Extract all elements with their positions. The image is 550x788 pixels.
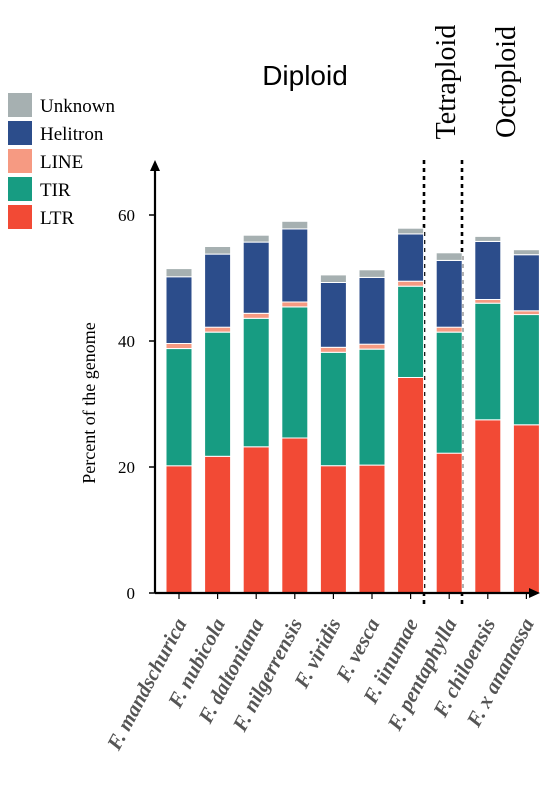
bars: [165, 220, 540, 594]
bar-line-1: [204, 326, 232, 333]
bar-unknown-8: [474, 235, 502, 242]
y-axis-arrow: [150, 160, 160, 171]
bar-tir-0: [165, 348, 193, 467]
bar-tir-4: [319, 351, 347, 467]
bar-helitron-0: [165, 276, 193, 345]
legend-swatch-ltr: [8, 205, 32, 229]
bar-tir-7: [435, 331, 463, 454]
bar-unknown-1: [204, 246, 232, 255]
bar-ltr-3: [281, 437, 309, 594]
bar-tir-2: [242, 317, 270, 448]
legend-swatch-unknown: [8, 93, 32, 117]
y-tick-label-60: 60: [118, 206, 135, 225]
bar-line-3: [281, 301, 309, 308]
y-tick-labels: 0 20 40 60: [118, 206, 135, 603]
bar-unknown-7: [435, 252, 463, 261]
y-tick-label-0: 0: [127, 584, 136, 603]
bar-tir-8: [474, 302, 502, 421]
bar-tir-1: [204, 331, 232, 457]
bar-helitron-6: [397, 233, 425, 282]
bar-unknown-4: [319, 274, 347, 283]
y-tick-label-20: 20: [118, 458, 135, 477]
legend-label-helitron: Helitron: [40, 124, 104, 145]
legend-label-line: LINE: [40, 152, 83, 173]
legend-label-tir: TIR: [40, 180, 71, 201]
bar-unknown-0: [165, 268, 193, 278]
y-axis-label: Percent of the genome: [79, 322, 99, 483]
bar-tir-6: [397, 285, 425, 379]
bar-line-7: [435, 326, 463, 333]
bar-ltr-0: [165, 465, 193, 594]
ploidy-group-labels: Diploid Tetraploid Octoploid: [262, 25, 522, 140]
bar-unknown-9: [512, 249, 540, 256]
group-label-tetraploid: Tetraploid: [431, 25, 462, 140]
bar-helitron-9: [512, 254, 540, 312]
bar-helitron-1: [204, 253, 232, 328]
bar-tir-9: [512, 314, 540, 426]
group-label-diploid: Diploid: [262, 60, 348, 91]
x-axis-arrow: [529, 588, 540, 598]
legend-swatch-line: [8, 149, 32, 173]
bar-ltr-2: [242, 446, 270, 594]
bar-ltr-8: [474, 419, 502, 594]
bar-helitron-3: [281, 228, 309, 303]
bar-helitron-4: [319, 281, 347, 348]
legend-swatch-helitron: [8, 121, 32, 145]
bar-helitron-5: [358, 276, 386, 345]
group-label-octoploid: Octoploid: [491, 26, 522, 138]
bar-line-4: [319, 346, 347, 353]
bar-unknown-2: [242, 234, 270, 243]
bar-ltr-9: [512, 424, 540, 594]
bar-ltr-4: [319, 465, 347, 594]
bar-ltr-5: [358, 464, 386, 594]
bar-line-5: [358, 343, 386, 350]
bar-unknown-3: [281, 220, 309, 230]
bar-helitron-8: [474, 241, 502, 300]
bar-ltr-1: [204, 455, 232, 594]
bar-unknown-5: [358, 269, 386, 278]
bar-line-2: [242, 312, 270, 319]
bar-helitron-7: [435, 259, 463, 328]
axes: [149, 160, 540, 599]
bar-ltr-7: [435, 452, 463, 594]
y-tick-label-40: 40: [118, 332, 135, 351]
bar-ltr-6: [397, 377, 425, 594]
bar-line-0: [165, 343, 193, 349]
legend-label-ltr: LTR: [40, 208, 74, 229]
bar-helitron-2: [242, 241, 270, 314]
bar-tir-5: [358, 348, 386, 466]
bar-line-6: [397, 280, 425, 287]
legend: Unknown Helitron LINE TIR LTR: [8, 93, 115, 229]
bar-line-9: [512, 310, 540, 316]
legend-swatch-tir: [8, 177, 32, 201]
bar-unknown-6: [397, 227, 425, 235]
bar-tir-3: [281, 306, 309, 439]
legend-label-unknown: Unknown: [40, 96, 115, 117]
